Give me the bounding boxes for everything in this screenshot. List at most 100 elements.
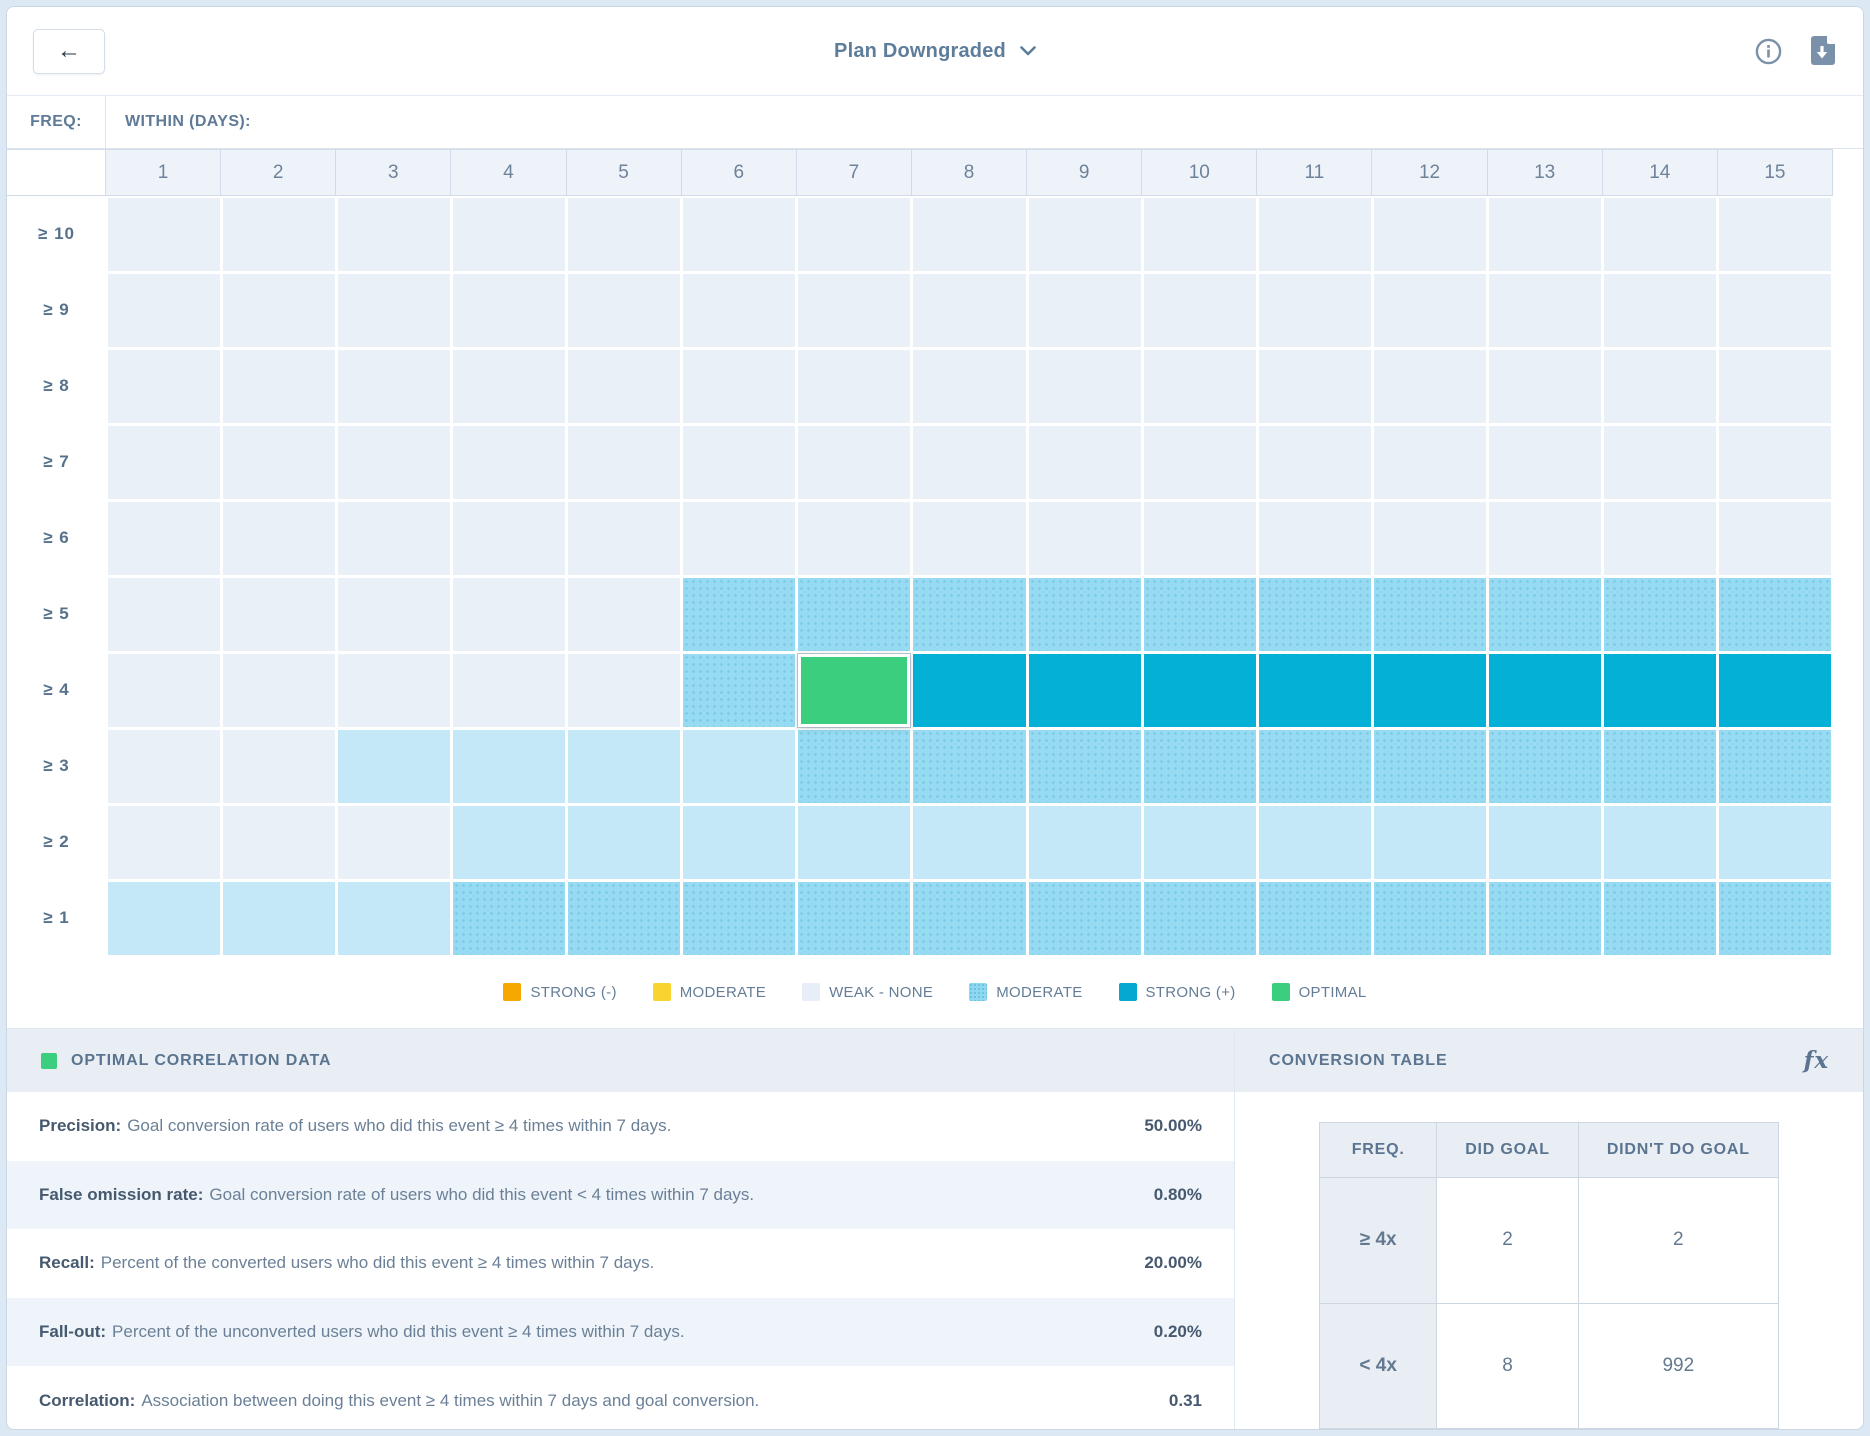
heatmap-cell[interactable] (1258, 349, 1371, 423)
heatmap-cell[interactable] (107, 197, 220, 271)
heatmap-cell[interactable] (452, 501, 566, 575)
heatmap-cell[interactable] (913, 729, 1026, 803)
heatmap-cell[interactable] (913, 805, 1026, 879)
heatmap-cell[interactable] (337, 653, 450, 727)
heatmap-cell[interactable] (913, 577, 1026, 651)
heatmap-cell[interactable] (1604, 197, 1717, 271)
heatmap-cell[interactable] (1489, 577, 1602, 651)
heatmap-cell[interactable] (1028, 577, 1141, 651)
heatmap-cell[interactable] (107, 349, 220, 423)
heatmap-cell[interactable] (1489, 273, 1602, 347)
heatmap-cell[interactable] (798, 501, 911, 575)
heatmap-cell[interactable] (1604, 729, 1717, 803)
heatmap-cell[interactable] (222, 881, 335, 955)
heatmap-cell[interactable] (1258, 501, 1371, 575)
heatmap-cell[interactable] (107, 501, 220, 575)
heatmap-cell[interactable] (568, 425, 681, 499)
heatmap-cell[interactable] (1489, 881, 1602, 955)
formula-fx-icon[interactable]: fx (1803, 1047, 1829, 1074)
heatmap-cell[interactable] (1028, 881, 1141, 955)
heatmap-cell[interactable] (1719, 729, 1832, 803)
heatmap-cell[interactable] (1028, 653, 1141, 727)
heatmap-cell[interactable] (683, 425, 796, 499)
heatmap-cell[interactable] (452, 805, 566, 879)
heatmap-cell[interactable] (1028, 425, 1141, 499)
heatmap-cell[interactable] (1489, 805, 1602, 879)
heatmap-cell[interactable] (1028, 349, 1141, 423)
heatmap-cell[interactable] (568, 577, 681, 651)
heatmap-cell[interactable] (107, 425, 220, 499)
heatmap-cell[interactable] (798, 349, 911, 423)
heatmap-cell[interactable] (1258, 273, 1371, 347)
heatmap-cell[interactable] (568, 653, 681, 727)
heatmap-cell[interactable] (452, 729, 566, 803)
heatmap-cell[interactable] (683, 349, 796, 423)
heatmap-cell[interactable] (107, 653, 220, 727)
heatmap-cell[interactable] (1143, 653, 1256, 727)
heatmap-cell[interactable] (568, 197, 681, 271)
heatmap-cell[interactable] (913, 881, 1026, 955)
heatmap-cell[interactable] (1258, 197, 1371, 271)
heatmap-cell[interactable] (452, 273, 566, 347)
heatmap-cell[interactable] (1258, 577, 1371, 651)
heatmap-cell[interactable] (798, 197, 911, 271)
heatmap-cell[interactable] (452, 653, 566, 727)
heatmap-cell[interactable] (1604, 805, 1717, 879)
heatmap-cell[interactable] (913, 425, 1026, 499)
heatmap-cell[interactable] (1604, 577, 1717, 651)
heatmap-cell[interactable] (1604, 425, 1717, 499)
heatmap-cell[interactable] (107, 273, 220, 347)
heatmap-cell[interactable] (107, 805, 220, 879)
heatmap-cell[interactable] (1028, 197, 1141, 271)
heatmap-cell[interactable] (913, 273, 1026, 347)
heatmap-cell[interactable] (1604, 349, 1717, 423)
heatmap-cell[interactable] (337, 729, 450, 803)
heatmap-cell[interactable] (107, 577, 220, 651)
heatmap-cell[interactable] (568, 805, 681, 879)
heatmap-cell[interactable] (1719, 349, 1832, 423)
heatmap-cell[interactable] (798, 425, 911, 499)
heatmap-cell[interactable] (1143, 425, 1256, 499)
heatmap-cell[interactable] (1373, 577, 1487, 651)
heatmap-cell[interactable] (337, 349, 450, 423)
heatmap-cell[interactable] (568, 729, 681, 803)
heatmap-cell[interactable] (107, 881, 220, 955)
heatmap-cell[interactable] (1604, 501, 1717, 575)
heatmap-cell[interactable] (1719, 425, 1832, 499)
heatmap-cell[interactable] (683, 197, 796, 271)
heatmap-cell[interactable] (1373, 729, 1487, 803)
heatmap-cell[interactable] (222, 349, 335, 423)
heatmap-cell[interactable] (452, 881, 566, 955)
heatmap-cell[interactable] (337, 805, 450, 879)
heatmap-cell-optimal-selected[interactable] (798, 653, 911, 727)
heatmap-cell[interactable] (1143, 349, 1256, 423)
heatmap-cell[interactable] (1258, 425, 1371, 499)
heatmap-cell[interactable] (798, 577, 911, 651)
heatmap-cell[interactable] (222, 501, 335, 575)
heatmap-cell[interactable] (683, 729, 796, 803)
heatmap-cell[interactable] (452, 577, 566, 651)
heatmap-cell[interactable] (568, 881, 681, 955)
heatmap-cell[interactable] (1028, 501, 1141, 575)
heatmap-cell[interactable] (1719, 501, 1832, 575)
heatmap-cell[interactable] (568, 349, 681, 423)
heatmap-cell[interactable] (337, 273, 450, 347)
heatmap-cell[interactable] (1373, 881, 1487, 955)
heatmap-cell[interactable] (1373, 425, 1487, 499)
heatmap-cell[interactable] (1143, 577, 1256, 651)
heatmap-cell[interactable] (1143, 805, 1256, 879)
heatmap-cell[interactable] (222, 729, 335, 803)
heatmap-cell[interactable] (1373, 349, 1487, 423)
heatmap-cell[interactable] (913, 349, 1026, 423)
heatmap-cell[interactable] (452, 349, 566, 423)
heatmap-cell[interactable] (1373, 197, 1487, 271)
heatmap-cell[interactable] (1258, 653, 1371, 727)
heatmap-cell[interactable] (1028, 273, 1141, 347)
heatmap-cell[interactable] (1719, 577, 1832, 651)
back-button[interactable]: ← (33, 28, 105, 74)
heatmap-cell[interactable] (1604, 273, 1717, 347)
heatmap-cell[interactable] (337, 881, 450, 955)
heatmap-cell[interactable] (1373, 653, 1487, 727)
heatmap-cell[interactable] (1719, 197, 1832, 271)
heatmap-cell[interactable] (1143, 729, 1256, 803)
